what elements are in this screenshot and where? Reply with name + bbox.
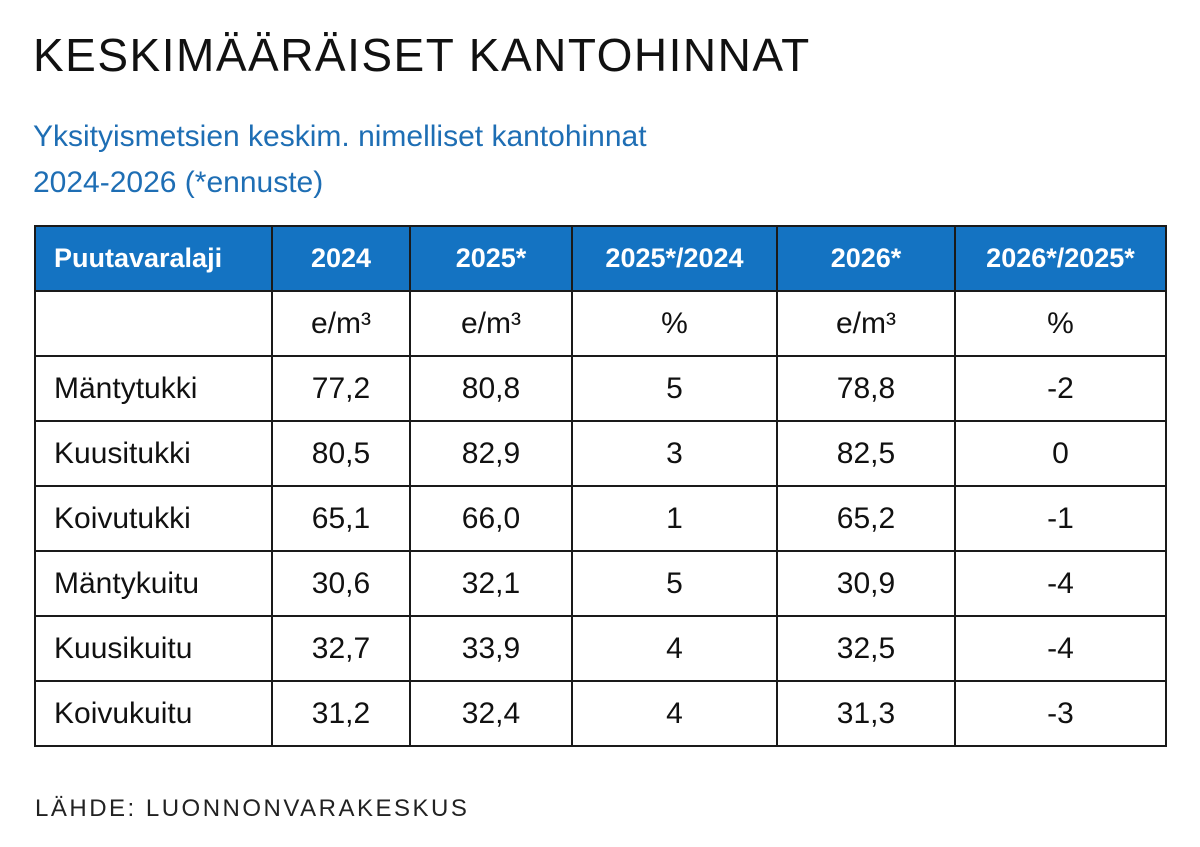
value-cell: -1 [954, 485, 1167, 552]
value-cell: 31,3 [776, 680, 956, 747]
unit-cell: e/m³ [776, 290, 956, 357]
table-header-row: Puutavaralaji 2024 2025* 2025*/2024 2026… [34, 225, 1167, 292]
header-cell-2026: 2026* [776, 225, 956, 292]
table-row: Kuusitukki 80,5 82,9 3 82,5 0 [34, 420, 1167, 487]
value-cell: 65,1 [271, 485, 411, 552]
value-cell: 32,1 [409, 550, 573, 617]
value-cell: 0 [954, 420, 1167, 487]
unit-cell [34, 290, 273, 357]
value-cell: 30,9 [776, 550, 956, 617]
value-cell: 82,5 [776, 420, 956, 487]
value-cell: 5 [571, 355, 778, 422]
value-cell: 30,6 [271, 550, 411, 617]
value-cell: 32,4 [409, 680, 573, 747]
value-cell: 4 [571, 615, 778, 682]
unit-cell: e/m³ [409, 290, 573, 357]
value-cell: 5 [571, 550, 778, 617]
unit-cell: % [954, 290, 1167, 357]
unit-cell: e/m³ [271, 290, 411, 357]
header-cell-2025: 2025* [409, 225, 573, 292]
value-cell: 31,2 [271, 680, 411, 747]
header-cell-timber-type: Puutavaralaji [34, 225, 273, 292]
units-row: e/m³ e/m³ % e/m³ % [34, 290, 1167, 357]
header-cell-2024: 2024 [271, 225, 411, 292]
page-title: KESKIMÄÄRÄISET KANTOHINNAT [33, 29, 811, 81]
value-cell: 80,5 [271, 420, 411, 487]
timber-type-cell: Kuusitukki [34, 420, 273, 487]
table-row: Koivukuitu 31,2 32,4 4 31,3 -3 [34, 680, 1167, 747]
table-row: Mäntytukki 77,2 80,8 5 78,8 -2 [34, 355, 1167, 422]
value-cell: 66,0 [409, 485, 573, 552]
timber-type-cell: Mäntykuitu [34, 550, 273, 617]
value-cell: 3 [571, 420, 778, 487]
timber-type-cell: Kuusikuitu [34, 615, 273, 682]
subtitle: Yksityismetsien keskim. nimelliset kanto… [33, 114, 647, 206]
value-cell: 33,9 [409, 615, 573, 682]
table-row: Koivutukki 65,1 66,0 1 65,2 -1 [34, 485, 1167, 552]
table-row: Mäntykuitu 30,6 32,1 5 30,9 -4 [34, 550, 1167, 617]
value-cell: -2 [954, 355, 1167, 422]
value-cell: 80,8 [409, 355, 573, 422]
table-row: Kuusikuitu 32,7 33,9 4 32,5 -4 [34, 615, 1167, 682]
value-cell: 32,7 [271, 615, 411, 682]
value-cell: -4 [954, 550, 1167, 617]
value-cell: 4 [571, 680, 778, 747]
timber-type-cell: Koivukuitu [34, 680, 273, 747]
value-cell: 1 [571, 485, 778, 552]
value-cell: 65,2 [776, 485, 956, 552]
value-cell: -3 [954, 680, 1167, 747]
value-cell: 77,2 [271, 355, 411, 422]
subtitle-line-1: Yksityismetsien keskim. nimelliset kanto… [33, 120, 647, 153]
unit-cell: % [571, 290, 778, 357]
value-cell: 32,5 [776, 615, 956, 682]
timber-type-cell: Koivutukki [34, 485, 273, 552]
subtitle-line-2: 2024-2026 (*ennuste) [33, 166, 324, 199]
price-table: Puutavaralaji 2024 2025* 2025*/2024 2026… [34, 225, 1167, 747]
value-cell: -4 [954, 615, 1167, 682]
source-note: LÄHDE: LUONNONVARAKESKUS [35, 795, 470, 822]
header-cell-change-2026-2025: 2026*/2025* [954, 225, 1167, 292]
value-cell: 78,8 [776, 355, 956, 422]
header-cell-change-2025-2024: 2025*/2024 [571, 225, 778, 292]
value-cell: 82,9 [409, 420, 573, 487]
timber-type-cell: Mäntytukki [34, 355, 273, 422]
